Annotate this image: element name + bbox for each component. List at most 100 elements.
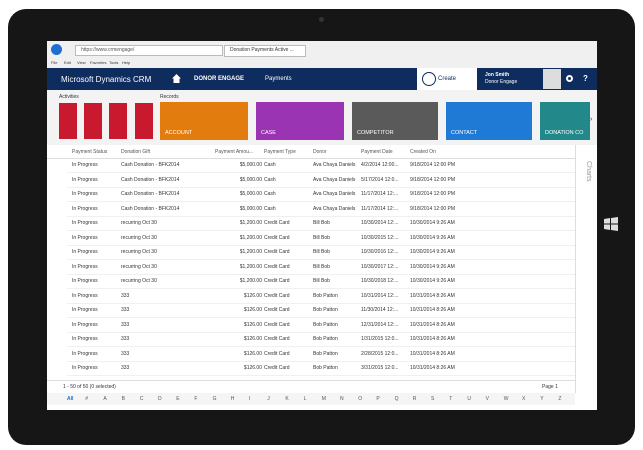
row-line — [67, 317, 575, 318]
alphabet-letter[interactable]: Y — [540, 396, 544, 402]
tab[interactable] — [224, 45, 306, 57]
cell: In Progress — [72, 336, 98, 342]
help-icon[interactable]: ? — [583, 74, 588, 83]
alphabet-letter[interactable]: X — [522, 396, 526, 402]
alphabet-letter[interactable]: V — [485, 396, 489, 402]
row-line — [67, 346, 575, 347]
alphabet-letter[interactable]: N — [340, 396, 344, 402]
alphabet-letter[interactable]: All — [67, 396, 74, 402]
cell: In Progress — [72, 292, 98, 299]
cell: In Progress — [72, 220, 98, 226]
grid-footer-line — [47, 380, 575, 381]
column-header[interactable]: Payment Amou... — [215, 149, 254, 155]
cell: 9/18/2014 12:00 PM — [410, 162, 456, 168]
row-line — [67, 244, 575, 246]
alphabet-letter[interactable]: U — [467, 396, 472, 402]
alphabet-letter[interactable]: O — [358, 396, 363, 402]
column-header[interactable]: Donation Gift — [121, 149, 151, 155]
record-tile[interactable]: COMPETITOR — [352, 102, 438, 140]
windows-button[interactable] — [604, 217, 618, 231]
records-label: Records — [160, 94, 179, 100]
entity[interactable]: Payments — [265, 76, 292, 82]
alphabet-letter[interactable]: K — [285, 396, 289, 402]
column-header[interactable]: Created On — [410, 149, 436, 155]
cell: 10/31/2014 8:26 AM — [410, 350, 455, 357]
activity-tile[interactable] — [84, 103, 102, 139]
area[interactable]: DONOR ENGAGE — [194, 76, 245, 82]
alphabet-letter[interactable]: F — [194, 396, 198, 402]
record-tile[interactable]: DONATION CO — [540, 102, 590, 140]
row-line — [67, 259, 575, 260]
cell: 333 — [121, 307, 130, 313]
record-tile[interactable]: ACCOUNT — [160, 102, 248, 140]
cell: Bob Patton — [313, 365, 338, 371]
scroll-arrow[interactable]: › — [590, 116, 593, 123]
alphabet-letter[interactable]: B — [121, 396, 125, 402]
cell: In Progress — [72, 162, 98, 168]
menu-item[interactable]: File — [51, 60, 58, 65]
cell: Cash Donation - BFK2014 — [121, 205, 180, 212]
menu-item[interactable]: Favorites — [90, 60, 107, 65]
cell: Cash — [264, 162, 276, 168]
cell: $126.00 — [243, 365, 262, 371]
cell: Credit Card — [264, 350, 290, 357]
cell: 10/31/2014 12:... — [361, 292, 399, 299]
row-line — [67, 360, 575, 362]
alphabet-letter[interactable]: D — [158, 396, 162, 402]
alphabet-letter[interactable]: # — [85, 396, 88, 402]
column-header[interactable]: Payment Type — [264, 149, 296, 155]
alphabet-letter[interactable]: C — [139, 396, 144, 402]
alphabet-letter[interactable]: L — [303, 396, 307, 402]
menu-item[interactable]: Help — [122, 60, 131, 65]
alphabet-letter[interactable]: A — [103, 396, 107, 402]
cell: 10/30/2014 9:26 AM — [410, 249, 455, 255]
alphabet-letter[interactable]: Q — [394, 396, 399, 402]
cell: $126.00 — [243, 292, 262, 299]
alphabet-letter[interactable]: J — [267, 396, 270, 402]
address-field[interactable] — [75, 45, 223, 56]
cell: $1,200.00 — [239, 263, 262, 270]
record-tile[interactable]: CONTACT — [446, 102, 532, 140]
alphabet-letter[interactable]: T — [449, 396, 453, 402]
record-tile[interactable]: CASE — [256, 102, 344, 140]
alphabet-letter[interactable]: H — [230, 396, 235, 402]
cell: Ava Chaya Daniels — [313, 162, 356, 168]
alphabet-letter[interactable]: R — [412, 396, 417, 402]
cell: recurring Oct 30 — [121, 234, 157, 241]
cell: In Progress — [72, 176, 98, 183]
alphabet-letter[interactable]: P — [376, 396, 380, 402]
alphabet-letter[interactable]: E — [176, 396, 180, 402]
cell: Credit Card — [264, 249, 290, 255]
column-header[interactable]: Payment Status — [72, 149, 108, 155]
alphabet-letter[interactable]: Z — [558, 396, 562, 402]
alphabet-letter[interactable]: G — [212, 396, 217, 402]
tile-label: DONATION CO — [545, 130, 584, 136]
home-icon[interactable] — [172, 74, 181, 83]
cell: In Progress — [72, 307, 98, 313]
settings-icon[interactable] — [566, 75, 573, 82]
activity-tile[interactable] — [135, 103, 153, 139]
cell: 10/30/2014 12:... — [361, 220, 399, 226]
cell: Credit Card — [264, 336, 290, 342]
menu-item[interactable]: Edit — [64, 60, 71, 65]
menu-item[interactable]: View — [77, 60, 86, 65]
sidebar — [575, 145, 597, 393]
activity-tile[interactable] — [59, 103, 77, 139]
back-button[interactable] — [51, 44, 62, 55]
menu-item[interactable]: Tools — [109, 60, 119, 65]
cell: Bob Patton — [313, 321, 338, 328]
cell: 11/17/2014 12:... — [361, 191, 399, 197]
alphabet-letter[interactable]: W — [503, 396, 509, 402]
cell: In Progress — [72, 249, 98, 255]
activity-tile[interactable] — [109, 103, 127, 139]
cell: Credit Card — [264, 234, 290, 241]
alphabet-letter[interactable]: I — [249, 396, 251, 402]
column-header[interactable]: Donor — [313, 149, 327, 155]
alphabet-letter[interactable]: S — [431, 396, 435, 402]
alphabet-bar: All # A B C D E F G H I J K L M N O P Q R S T U V W X Y Z — [47, 393, 575, 405]
cell: 333 — [121, 350, 130, 357]
cell: In Progress — [72, 321, 98, 328]
alphabet-letter[interactable]: M — [321, 396, 326, 402]
column-header[interactable]: Payment Date — [361, 149, 393, 155]
user-org: Donor Engage — [485, 79, 518, 85]
